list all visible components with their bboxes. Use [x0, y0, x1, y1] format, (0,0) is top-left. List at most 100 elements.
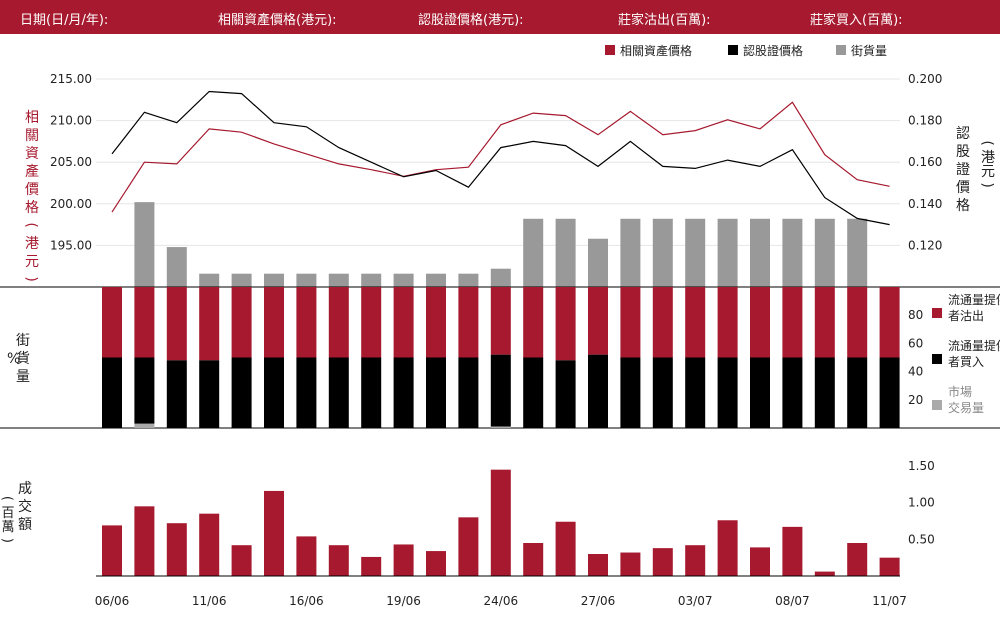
lp-buy-bar: [588, 354, 608, 428]
lp-buy-bar: [102, 357, 122, 428]
lp-sell-bar: [393, 287, 414, 358]
outstanding-bar: [458, 273, 479, 287]
lp-buy-bar: [361, 357, 382, 428]
turnover-bar: [620, 552, 641, 576]
lp-buy-bar: [685, 357, 706, 428]
turnover-bar: [393, 544, 414, 576]
lp-buy-bar: [426, 357, 446, 428]
underlying-price-label: 相關資產價格(港元):: [218, 13, 337, 28]
outstanding-bar: [426, 273, 446, 287]
turnover-bar: [296, 536, 317, 576]
warrant-price-label: 認股證價格(港元):: [418, 13, 524, 28]
outstanding-bar: [620, 218, 641, 287]
turnover-axis-tick: 1.00: [908, 496, 935, 510]
turnover-bar: [750, 547, 770, 576]
turnover-bar: [328, 545, 349, 576]
outstanding-bar: [555, 218, 576, 287]
lp-buy-bar: [264, 357, 284, 428]
legend-market-volume-label: 市場: [948, 384, 972, 399]
outstanding-bar: [264, 273, 284, 287]
ratio-axis-title-char: 貨: [16, 350, 30, 367]
turnover-bar: [652, 548, 673, 576]
lp-sell-bar: [717, 287, 738, 358]
left-axis-title-char: (: [23, 222, 39, 227]
turnover-bar: [361, 556, 382, 576]
lp-sell-bar: [523, 287, 544, 358]
turnover-bar: [231, 545, 252, 576]
ratio-axis-tick: 60: [908, 336, 923, 350]
left-axis-tick: 200.00: [50, 197, 92, 211]
lp-buy-bar: [134, 357, 155, 424]
legend-underlying-label: 相關資產價格: [620, 43, 692, 58]
lp-sell-bar: [652, 287, 673, 358]
lp-buy-bar: [166, 360, 187, 428]
lp-sell-bar: [782, 287, 803, 358]
legend-outstanding-label: 街貨量: [851, 43, 887, 58]
outstanding-bar: [231, 273, 252, 287]
lp-sell-bar: [134, 287, 155, 358]
outstanding-bar: [814, 218, 835, 287]
right-axis-unit-char: 港: [981, 150, 995, 166]
turnover-bar: [717, 520, 738, 576]
lp-sell-bar: [231, 287, 252, 358]
turnover-bar: [555, 521, 576, 576]
turnover-bar: [199, 513, 220, 576]
outstanding-bar: [588, 238, 608, 287]
left-axis-title-char: 關: [25, 128, 39, 144]
lp-sell-bar: [879, 287, 900, 358]
left-axis-tick: 215.00: [50, 72, 92, 86]
left-axis-title-char: 價: [25, 181, 39, 198]
turnover-bar: [588, 554, 608, 576]
turnover-bar: [166, 523, 187, 576]
turnover-bar: [847, 543, 868, 576]
legend-lp-sell-label: 流通量提供: [948, 292, 1000, 307]
right-axis-tick: 0.140: [908, 197, 942, 211]
lp-sell-bar: [588, 287, 608, 355]
x-axis-date-label: 19/06: [386, 594, 421, 608]
outstanding-bar: [199, 273, 220, 287]
legend-market-volume-label: 交易量: [948, 400, 984, 415]
ratio-axis-title-char: 街: [16, 333, 30, 349]
turnover-axis-tick: 1.50: [908, 459, 935, 473]
lp-buy-bar: [555, 360, 576, 428]
left-axis-title-char: 格: [25, 200, 39, 216]
turnover-axis-title-char: 交: [18, 498, 32, 515]
left-axis-title-char: 港: [25, 236, 39, 252]
lp-buy-bar: [879, 357, 900, 428]
turnover-bar: [426, 551, 446, 576]
lp-buy-bar: [231, 357, 252, 428]
lp-sell-bar: [750, 287, 770, 358]
outstanding-bar: [652, 218, 673, 287]
turnover-bar: [134, 506, 155, 576]
outstanding-bar: [328, 273, 349, 287]
lp-buy-bar: [523, 357, 544, 428]
left-axis-tick: 210.00: [50, 114, 92, 128]
left-axis-tick: 205.00: [50, 155, 92, 169]
lp-sell-bar: [361, 287, 382, 358]
right-axis-title-char: 股: [956, 144, 970, 160]
x-axis-date-label: 24/06: [484, 594, 519, 608]
x-axis-date-label: 06/06: [95, 594, 130, 608]
right-axis-tick: 0.180: [908, 114, 942, 128]
left-axis-tick: 195.00: [50, 238, 92, 252]
legend-outstanding-swatch: [836, 45, 846, 55]
x-axis-date-label: 08/07: [775, 594, 810, 608]
right-axis-title-char: 證: [956, 161, 970, 178]
right-axis-title-char: 價: [956, 179, 970, 196]
lp-buy-bar: [814, 357, 835, 428]
right-axis-unit-char: 元: [981, 164, 995, 180]
lp-buy-bar: [490, 354, 511, 427]
outstanding-bar: [750, 218, 770, 287]
right-axis-title-char: 認: [956, 126, 970, 142]
lp-buy-bar: [296, 357, 317, 428]
lp-sell-bar: [328, 287, 349, 358]
left-axis-title-char: 相: [25, 110, 39, 126]
market-volume-bar: [490, 426, 511, 428]
lp-buy-bar: [458, 357, 479, 428]
lp-buy-bar: [652, 357, 673, 428]
x-axis-date-label: 16/06: [289, 594, 324, 608]
warrant-price-line: [111, 90, 890, 226]
legend-lp-buy-swatch: [932, 354, 942, 364]
right-axis-unit-char: (: [979, 140, 995, 145]
